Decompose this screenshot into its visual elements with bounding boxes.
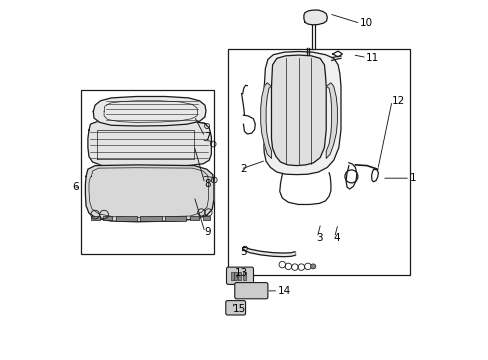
Text: 10: 10 — [359, 18, 372, 28]
Bar — [81, 90, 213, 254]
Bar — [115, 216, 137, 221]
Text: 3: 3 — [316, 233, 323, 243]
FancyBboxPatch shape — [225, 301, 245, 315]
Text: 2: 2 — [239, 164, 246, 174]
Polygon shape — [325, 83, 337, 158]
Polygon shape — [260, 83, 271, 158]
Text: 12: 12 — [390, 96, 404, 106]
Bar — [190, 216, 199, 220]
Text: 6: 6 — [72, 182, 79, 192]
FancyBboxPatch shape — [226, 267, 253, 284]
Bar — [228, 49, 409, 275]
Bar — [230, 272, 233, 280]
Polygon shape — [263, 51, 340, 175]
Bar — [91, 216, 101, 220]
Text: 11: 11 — [366, 53, 379, 63]
Polygon shape — [93, 96, 205, 126]
Bar — [234, 272, 237, 280]
Text: 8: 8 — [204, 179, 210, 189]
Bar — [164, 216, 186, 221]
Text: 14: 14 — [277, 286, 290, 296]
Text: 9: 9 — [204, 227, 210, 237]
Bar — [103, 216, 112, 220]
Circle shape — [310, 264, 315, 269]
Text: 7: 7 — [204, 132, 210, 142]
Text: 1: 1 — [408, 173, 415, 183]
Text: 13: 13 — [234, 268, 247, 278]
Polygon shape — [244, 247, 294, 257]
Bar — [203, 216, 210, 220]
Bar — [242, 272, 245, 280]
Bar — [238, 272, 241, 280]
Polygon shape — [303, 10, 326, 25]
Polygon shape — [88, 121, 211, 166]
Text: 15: 15 — [232, 304, 245, 314]
Text: 5: 5 — [240, 247, 246, 257]
Polygon shape — [271, 55, 325, 166]
Text: 4: 4 — [333, 233, 340, 243]
FancyBboxPatch shape — [234, 283, 267, 299]
Bar — [140, 216, 162, 221]
Polygon shape — [85, 165, 213, 222]
